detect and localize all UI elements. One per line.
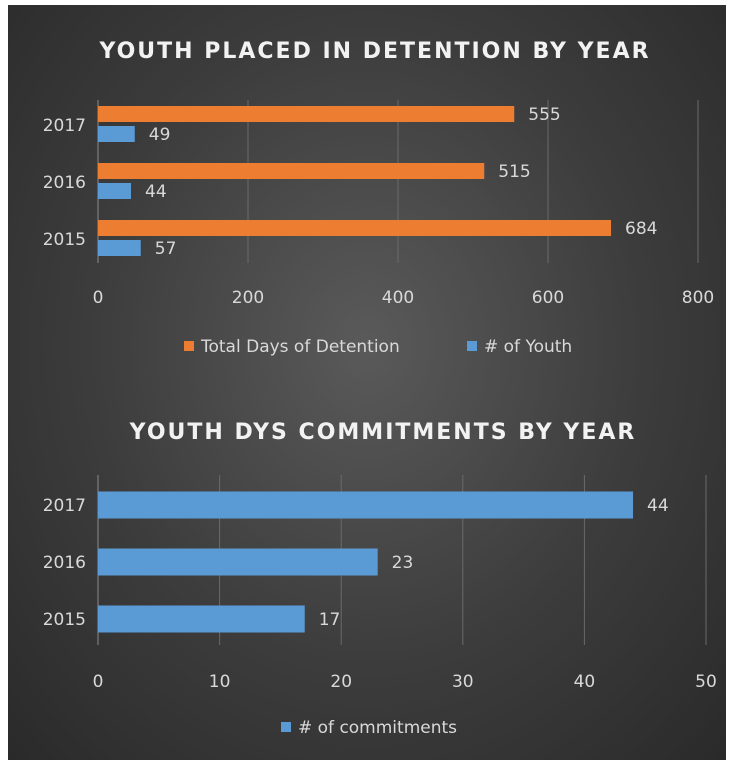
charts-svg: YOUTH PLACED IN DETENTION BY YEAR 0 200 40… [43,39,717,738]
chart2-title: YOUTH DYS COMMITMENTS BY YEAR [129,420,637,445]
chart1-bar [98,183,131,199]
chart1-data-label: 515 [498,162,530,182]
chart1-legend-swatch [184,341,194,351]
chart1-bar [98,163,485,179]
chart1-category-label: 2015 [43,230,86,250]
chart2-bar [98,491,634,519]
dys-commitments-chart: YOUTH DYS COMMITMENTS BY YEAR 0 10 20 30 40 5… [43,420,717,738]
chart2-x-tick-label: 40 [574,672,596,692]
chart1-x-tick-label: 600 [532,288,564,308]
chart-canvas: YOUTH PLACED IN DETENTION BY YEAR 0 200 40… [8,5,726,760]
chart1-x-tick-label: 200 [232,288,264,308]
chart2-bar [98,605,305,633]
chart2-x-tick-label: 10 [209,672,231,692]
chart2-x-tick-label: 30 [452,672,474,692]
chart2-data-label: 23 [392,553,414,573]
chart1-legend-label: Total Days of Detention [200,337,400,357]
chart1-data-label: 57 [155,239,177,259]
chart1-bar [98,126,135,142]
chart2-x-tick-label: 0 [93,672,104,692]
chart2-legend-swatch [281,722,291,732]
chart2-bar [98,548,378,576]
chart1-legend-label: # of Youth [484,337,572,357]
chart1-bar [98,106,515,122]
chart2-data-label: 44 [647,496,669,516]
chart2-category-label: 2015 [43,610,86,630]
chart2-x-tick-label: 50 [695,672,717,692]
chart1-data-label: 684 [625,219,657,239]
chart2-x-tick-label: 20 [330,672,352,692]
chart2-data-label: 17 [319,610,341,630]
chart1-x-tick-label: 400 [382,288,414,308]
chart2-legend-label: # of commitments [298,718,457,738]
chart2-category-label: 2016 [43,553,86,573]
chart1-bar [98,220,611,236]
chart1-data-label: 44 [145,182,167,202]
chart1-category-label: 2016 [43,173,86,193]
chart1-bar [98,240,141,256]
chart1-x-tick-label: 0 [93,288,104,308]
detention-chart: YOUTH PLACED IN DETENTION BY YEAR 0 200 40… [43,39,714,357]
chart1-data-label: 555 [528,105,560,125]
chart1-data-label: 49 [149,125,171,145]
chart2-category-label: 2017 [43,496,86,516]
chart1-category-label: 2017 [43,116,86,136]
chart1-title: YOUTH PLACED IN DETENTION BY YEAR [98,39,650,64]
chart1-x-tick-label: 800 [682,288,714,308]
chart1-legend-swatch [467,341,477,351]
